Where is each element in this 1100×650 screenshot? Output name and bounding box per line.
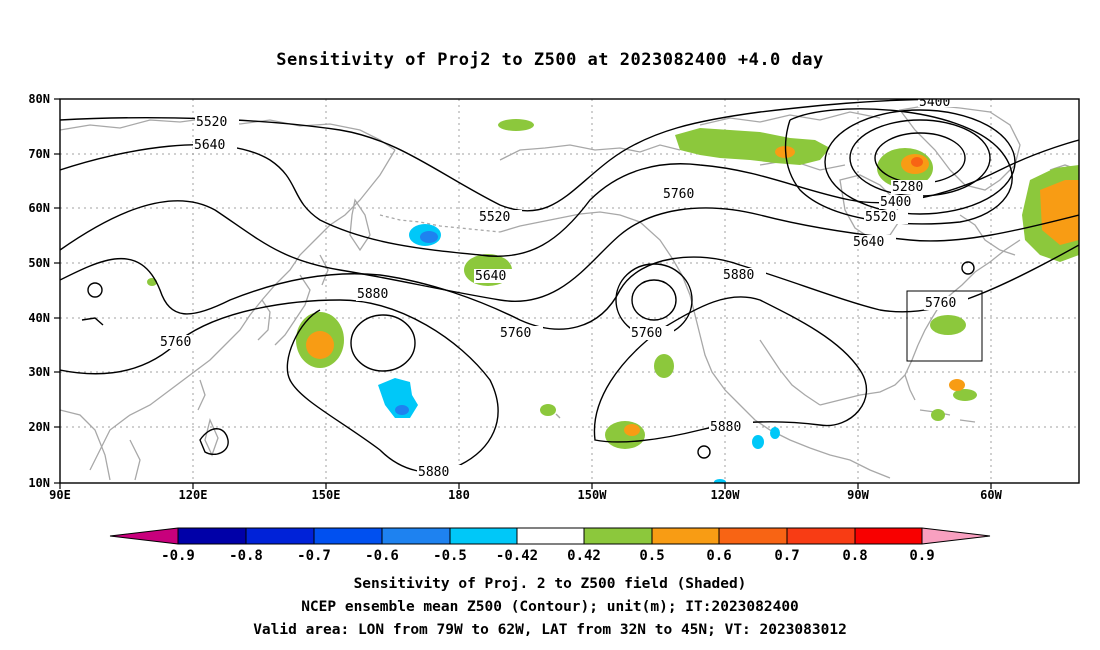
- colorbar-tick-label: 0.9: [909, 548, 934, 564]
- contour-label: 5400: [919, 95, 950, 110]
- contour-label: 5520: [865, 210, 896, 225]
- valid-area-box: [906, 290, 983, 362]
- colorbar-segment: [652, 528, 719, 544]
- colorbar-segment: [450, 528, 517, 544]
- colorbar: -0.9 -0.8 -0.7 -0.6 -0.5 -0.42 0.42 0.5 …: [109, 527, 991, 564]
- colorbar-segment: [584, 528, 652, 544]
- lat-label: 60N: [28, 201, 50, 215]
- colorbar-tick-label: 0.8: [842, 548, 867, 564]
- lon-label: 150E: [312, 488, 341, 502]
- contour-label: 5760: [663, 187, 694, 202]
- colorbar-segment: [178, 528, 246, 544]
- contour-label: 5640: [475, 269, 506, 284]
- longitude-labels: 90E 120E 150E 180 150W 120W 90W 60W: [49, 488, 1002, 502]
- colorbar-max-arrow: [922, 528, 990, 544]
- coastlines: [60, 104, 1079, 481]
- colorbar-tick-label: -0.42: [496, 548, 538, 564]
- lat-label: 80N: [28, 92, 50, 106]
- colorbar-tick-label: 0.6: [706, 548, 731, 564]
- colorbar-tick-label: 0.5: [639, 548, 664, 564]
- contour-label: 5760: [631, 326, 662, 341]
- lat-label: 20N: [28, 420, 50, 434]
- colorbar-segment: [787, 528, 855, 544]
- lat-label: 30N: [28, 365, 50, 379]
- map-title: Sensitivity of Proj2 to Z500 at 20230824…: [276, 50, 824, 70]
- colorbar-segment: [382, 528, 450, 544]
- contour-label: 5640: [194, 138, 225, 153]
- colorbar-min-arrow: [110, 528, 178, 544]
- contour-label: 5880: [723, 268, 754, 283]
- colorbar-segment: [855, 528, 922, 544]
- caption-line-shading: Sensitivity of Proj. 2 to Z500 field (Sh…: [353, 576, 747, 592]
- lat-label: 40N: [28, 311, 50, 325]
- contour-label: 5280: [892, 180, 923, 195]
- contour-label: 5520: [479, 210, 510, 225]
- caption-line-contour: NCEP ensemble mean Z500 (Contour); unit(…: [301, 599, 799, 615]
- caption-line-valid-area: Valid area: LON from 79W to 62W, LAT fro…: [253, 622, 847, 638]
- map-frame: [59, 98, 1080, 484]
- contour-label: 5760: [160, 335, 191, 350]
- contour-label: 5520: [196, 115, 227, 130]
- lat-label: 10N: [28, 476, 50, 490]
- colorbar-segment: [246, 528, 314, 544]
- contour-label: 5880: [710, 420, 741, 435]
- colorbar-tick-label: -0.6: [365, 548, 399, 564]
- lon-label: 60W: [980, 488, 1002, 502]
- colorbar-tick-label: -0.9: [161, 548, 195, 564]
- sensitivity-shading: [147, 119, 1079, 483]
- colorbar-segment: [517, 528, 584, 544]
- contour-label: 5880: [418, 465, 449, 480]
- axis-ticks: [54, 98, 992, 489]
- lon-label: 90E: [49, 488, 71, 502]
- contour-labels: 5520 5640 5520 5640 5760 5400 5280 5400 …: [159, 95, 968, 480]
- contour-label: 5400: [880, 195, 911, 210]
- contour-label: 5760: [500, 326, 531, 341]
- lat-label: 50N: [28, 256, 50, 270]
- colorbar-tick-label: 0.7: [774, 548, 799, 564]
- colorbar-segment: [719, 528, 787, 544]
- lon-label: 120W: [711, 488, 741, 502]
- colorbar-tick-label: 0.42: [567, 548, 601, 564]
- lon-label: 150W: [578, 488, 608, 502]
- caption-block: Sensitivity of Proj. 2 to Z500 field (Sh…: [0, 573, 1100, 642]
- lon-label: 180: [448, 488, 470, 502]
- colorbar-tick-label: -0.8: [229, 548, 263, 564]
- contour-label: 5880: [357, 287, 388, 302]
- contour-label: 5640: [853, 235, 884, 250]
- colorbar-tick-label: -0.5: [433, 548, 467, 564]
- lat-label: 70N: [28, 147, 50, 161]
- gridlines: [60, 99, 1079, 483]
- colorbar-tick-label: -0.7: [297, 548, 331, 564]
- contour-label: 5760: [925, 296, 956, 311]
- colorbar-segment: [314, 528, 382, 544]
- latitude-labels: 80N 70N 60N 50N 40N 30N 20N 10N: [28, 92, 50, 490]
- lon-label: 120E: [179, 488, 208, 502]
- lon-label: 90W: [847, 488, 869, 502]
